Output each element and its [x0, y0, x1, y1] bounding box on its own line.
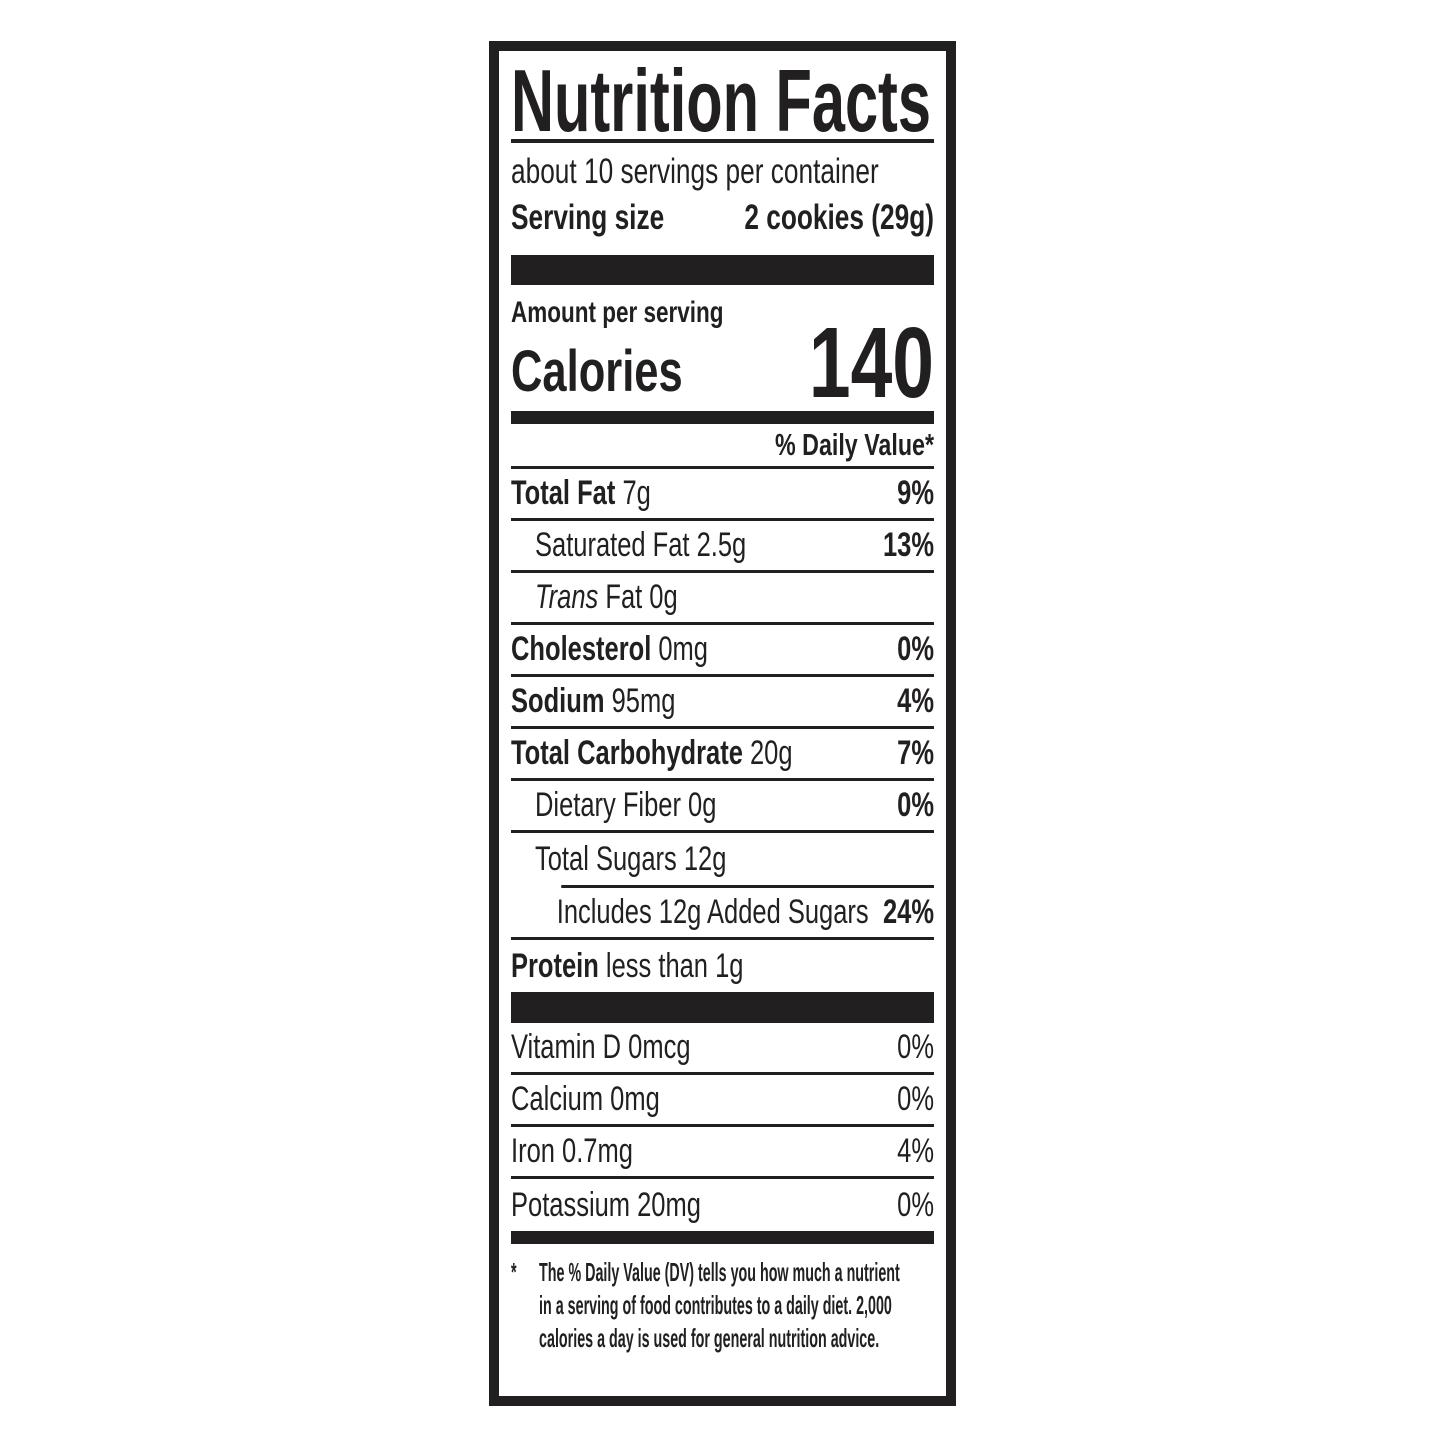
medium-separator-calories	[511, 411, 934, 424]
percent-daily-value: 9%	[897, 474, 934, 512]
footnote-line: in a serving of food contributes to a da…	[539, 1290, 892, 1320]
nutrient-name: Total Sugars 12g	[535, 839, 727, 878]
nutrient-row-total-carbohydrate: Total Carbohydrate 20g 7%	[511, 729, 934, 781]
thick-separator-top	[511, 255, 934, 285]
footnote-line: The % Daily Value (DV) tells you how muc…	[539, 1257, 900, 1287]
daily-value-rule	[511, 466, 934, 469]
nutrient-name: Vitamin D 0mcg	[511, 1028, 691, 1066]
nutrient-name: Sodium 95mg	[511, 682, 676, 720]
micronutrient-row-iron: Iron 0.7mg 4%	[511, 1127, 934, 1179]
nutrient-name: Includes 12g Added Sugars	[556, 893, 869, 931]
nutrient-name: Potassium 20mg	[511, 1185, 701, 1224]
nutrient-row-total-sugars: Total Sugars 12g	[511, 833, 934, 885]
nutrient-name: Dietary Fiber 0g	[535, 786, 717, 824]
amount-per-serving-label: Amount per serving	[511, 296, 724, 329]
footnote-asterisk: *	[511, 1257, 517, 1287]
percent-daily-value: 4%	[897, 682, 934, 720]
calories-row: Calories 140	[511, 313, 934, 413]
percent-daily-value: 0%	[897, 786, 934, 824]
nutrient-row-added-sugars: Includes 12g Added Sugars 24%	[511, 888, 934, 940]
micronutrient-row-calcium: Calcium 0mg 0%	[511, 1075, 934, 1127]
micronutrient-row-potassium: Potassium 20mg 0%	[511, 1179, 934, 1231]
nutrition-facts-label: Nutrition Facts about 10 servings per co…	[489, 41, 956, 1406]
nutrient-row-cholesterol: Cholesterol 0mg 0%	[511, 625, 934, 677]
nutrient-name: Calcium 0mg	[511, 1080, 660, 1118]
nutrient-name: Cholesterol 0mg	[511, 630, 708, 668]
serving-size-value: 2 cookies (29g)	[744, 198, 934, 237]
micronutrient-row-vitamin-d: Vitamin D 0mcg 0%	[511, 1023, 934, 1075]
percent-daily-value: 4%	[897, 1132, 934, 1170]
nutrient-name: Trans Fat 0g	[535, 578, 678, 616]
serving-size-row: Serving size 2 cookies (29g)	[511, 195, 934, 241]
nutrient-row-trans-fat: Trans Fat 0g	[511, 573, 934, 625]
label-title: Nutrition Facts	[511, 57, 931, 139]
title-rule	[511, 139, 934, 143]
percent-daily-value: 13%	[882, 526, 934, 564]
percent-daily-value: 7%	[897, 734, 934, 772]
nutrient-name: Saturated Fat 2.5g	[535, 526, 747, 564]
nutrient-row-sodium: Sodium 95mg 4%	[511, 677, 934, 729]
nutrient-row-protein: Protein less than 1g	[511, 940, 934, 992]
nutrient-name: Protein less than 1g	[511, 946, 744, 985]
calories-value: 140	[808, 307, 934, 419]
label-content: Nutrition Facts about 10 servings per co…	[511, 57, 934, 1244]
percent-daily-value: 0%	[897, 1185, 934, 1224]
footnote-line: calories a day is used for general nutri…	[539, 1323, 880, 1353]
serving-size-label: Serving size	[511, 198, 665, 237]
nutrient-name: Total Carbohydrate 20g	[511, 734, 793, 772]
nutrient-row-total-fat: Total Fat 7g 9%	[511, 469, 934, 521]
nutrient-row-dietary-fiber: Dietary Fiber 0g 0%	[511, 781, 934, 833]
added-sugars-rule	[561, 885, 934, 888]
percent-daily-value: 0%	[897, 1080, 934, 1118]
nutrient-name: Total Fat 7g	[511, 474, 651, 512]
nutrient-name: Iron 0.7mg	[511, 1132, 633, 1170]
percent-daily-value: 0%	[897, 1028, 934, 1066]
calories-label: Calories	[511, 339, 683, 404]
thick-separator-protein	[511, 992, 934, 1023]
footnote: * The % Daily Value (DV) tells you how m…	[511, 1256, 934, 1355]
daily-value-header: % Daily Value*	[775, 427, 934, 462]
percent-daily-value: 24%	[882, 893, 934, 931]
percent-daily-value: 0%	[897, 630, 934, 668]
footnote-text: The % Daily Value (DV) tells you how muc…	[539, 1256, 900, 1355]
nutrient-row-saturated-fat: Saturated Fat 2.5g 13%	[511, 521, 934, 573]
label-title-block: Nutrition Facts	[511, 57, 931, 139]
servings-per-container: about 10 servings per container	[511, 152, 879, 191]
medium-separator-footnote	[511, 1231, 934, 1244]
